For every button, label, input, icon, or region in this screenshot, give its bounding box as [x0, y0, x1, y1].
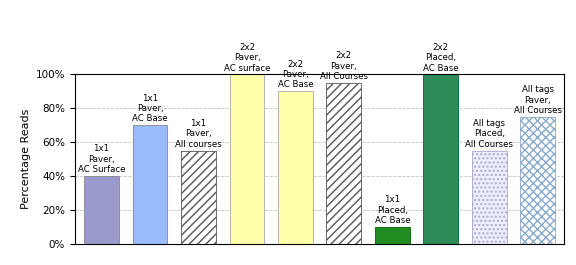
- Y-axis label: Percentage Reads: Percentage Reads: [21, 109, 32, 209]
- Text: All tags
Paver,
All Courses: All tags Paver, All Courses: [514, 85, 562, 115]
- Bar: [327, 83, 361, 244]
- Text: 1x1
Paver,
All courses: 1x1 Paver, All courses: [175, 119, 222, 149]
- Text: 1x1
Paver,
AC Base: 1x1 Paver, AC Base: [132, 94, 168, 123]
- Text: All tags
Placed,
All Courses: All tags Placed, All Courses: [465, 119, 513, 149]
- Text: 2x2
Paver,
AC Base: 2x2 Paver, AC Base: [278, 60, 313, 90]
- Bar: [132, 125, 168, 244]
- Bar: [520, 117, 555, 244]
- Text: 1x1
Paver,
AC Surface: 1x1 Paver, AC Surface: [78, 144, 126, 174]
- Bar: [229, 74, 264, 244]
- Bar: [278, 91, 313, 244]
- Text: 2x2
Placed,
AC Base: 2x2 Placed, AC Base: [423, 43, 458, 73]
- Bar: [472, 151, 507, 244]
- Text: 2x2
Paver,
AC surface: 2x2 Paver, AC surface: [223, 43, 270, 73]
- Bar: [423, 74, 458, 244]
- Bar: [84, 176, 119, 244]
- Text: 2x2
Paver,
All Courses: 2x2 Paver, All Courses: [320, 51, 368, 81]
- Text: 1x1
Placed,
AC Base: 1x1 Placed, AC Base: [374, 195, 410, 225]
- Bar: [181, 151, 216, 244]
- Bar: [375, 227, 410, 244]
